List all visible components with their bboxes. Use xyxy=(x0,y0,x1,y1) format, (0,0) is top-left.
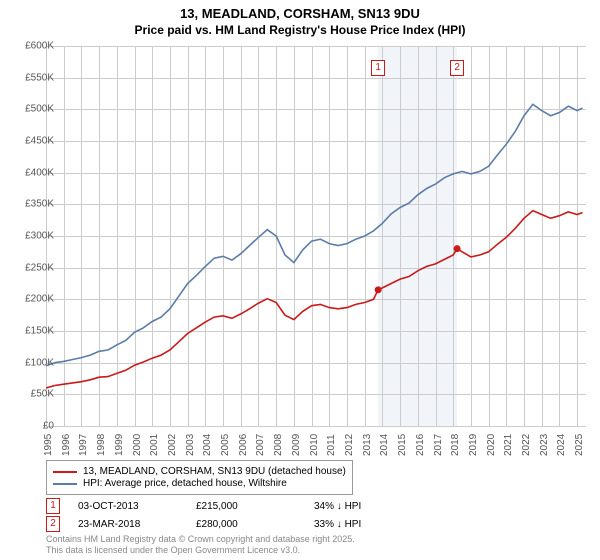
x-axis-label: 1995 xyxy=(43,434,54,456)
footer-line-2: This data is licensed under the Open Gov… xyxy=(46,545,355,556)
y-axis-label: £150K xyxy=(14,326,54,337)
x-axis-label: 2015 xyxy=(397,434,408,456)
x-axis-label: 2001 xyxy=(149,434,160,456)
x-axis-label: 1996 xyxy=(61,434,72,456)
y-axis-label: £400K xyxy=(14,167,54,178)
transaction-delta: 34% ↓ HPI xyxy=(314,501,414,512)
transaction-delta: 33% ↓ HPI xyxy=(314,519,414,530)
x-axis-label: 2002 xyxy=(167,434,178,456)
marker-dot xyxy=(454,245,461,252)
x-axis-label: 2023 xyxy=(539,434,550,456)
page-title: 13, MEADLAND, CORSHAM, SN13 9DU xyxy=(0,6,600,23)
x-axis-label: 2022 xyxy=(521,434,532,456)
x-axis-label: 2006 xyxy=(238,434,249,456)
footer-line-1: Contains HM Land Registry data © Crown c… xyxy=(46,534,355,545)
marker-label: 2 xyxy=(450,60,464,76)
transaction-marker: 1 xyxy=(46,498,60,514)
y-axis-label: £500K xyxy=(14,104,54,115)
y-axis-label: £550K xyxy=(14,72,54,83)
legend-item: 13, MEADLAND, CORSHAM, SN13 9DU (detache… xyxy=(53,466,346,477)
x-axis-label: 2003 xyxy=(185,434,196,456)
footer: Contains HM Land Registry data © Crown c… xyxy=(46,534,355,557)
y-axis-label: £250K xyxy=(14,262,54,273)
price-chart: 12 xyxy=(46,46,586,426)
page-subtitle: Price paid vs. HM Land Registry's House … xyxy=(0,23,600,39)
marker-dot xyxy=(375,286,382,293)
legend-label: 13, MEADLAND, CORSHAM, SN13 9DU (detache… xyxy=(83,466,346,477)
x-axis-label: 2019 xyxy=(468,434,479,456)
transaction-date: 23-MAR-2018 xyxy=(78,519,178,530)
y-axis-label: £100K xyxy=(14,357,54,368)
y-axis-label: £350K xyxy=(14,199,54,210)
legend-swatch xyxy=(53,483,77,485)
series-property xyxy=(46,211,583,388)
x-axis-label: 2008 xyxy=(273,434,284,456)
legend-swatch xyxy=(53,471,77,473)
chart-svg xyxy=(46,46,586,426)
y-axis-label: £0 xyxy=(14,421,54,432)
transaction-marker: 2 xyxy=(46,516,60,532)
x-axis-label: 2021 xyxy=(503,434,514,456)
y-axis-label: £450K xyxy=(14,136,54,147)
legend-item: HPI: Average price, detached house, Wilt… xyxy=(53,478,346,489)
y-axis-label: £200K xyxy=(14,294,54,305)
marker-label: 1 xyxy=(371,60,385,76)
x-axis-label: 1998 xyxy=(96,434,107,456)
transaction-row: 1 03-OCT-2013 £215,000 34% ↓ HPI xyxy=(46,498,414,514)
x-axis-label: 1997 xyxy=(78,434,89,456)
y-axis-label: £300K xyxy=(14,231,54,242)
x-axis-label: 2024 xyxy=(556,434,567,456)
transaction-price: £215,000 xyxy=(196,501,296,512)
x-axis-label: 2009 xyxy=(291,434,302,456)
x-axis-label: 2018 xyxy=(450,434,461,456)
x-axis-label: 2013 xyxy=(362,434,373,456)
legend-label: HPI: Average price, detached house, Wilt… xyxy=(83,478,287,489)
x-axis-label: 2011 xyxy=(326,434,337,456)
transaction-price: £280,000 xyxy=(196,519,296,530)
transaction-date: 03-OCT-2013 xyxy=(78,501,178,512)
series-hpi xyxy=(46,104,583,366)
x-axis-label: 1999 xyxy=(114,434,125,456)
x-axis-label: 2005 xyxy=(220,434,231,456)
x-axis-label: 2004 xyxy=(202,434,213,456)
x-axis-label: 2017 xyxy=(433,434,444,456)
x-axis-label: 2014 xyxy=(379,434,390,456)
x-axis-label: 2010 xyxy=(309,434,320,456)
x-axis-label: 2012 xyxy=(344,434,355,456)
y-axis-label: £600K xyxy=(14,41,54,52)
x-axis-label: 2020 xyxy=(486,434,497,456)
y-axis-label: £50K xyxy=(14,389,54,400)
x-axis-label: 2007 xyxy=(255,434,266,456)
x-axis-label: 2000 xyxy=(132,434,143,456)
transaction-row: 2 23-MAR-2018 £280,000 33% ↓ HPI xyxy=(46,516,414,532)
gridline xyxy=(46,426,586,427)
x-axis-label: 2016 xyxy=(415,434,426,456)
legend: 13, MEADLAND, CORSHAM, SN13 9DU (detache… xyxy=(46,460,353,495)
x-axis-label: 2025 xyxy=(574,434,585,456)
